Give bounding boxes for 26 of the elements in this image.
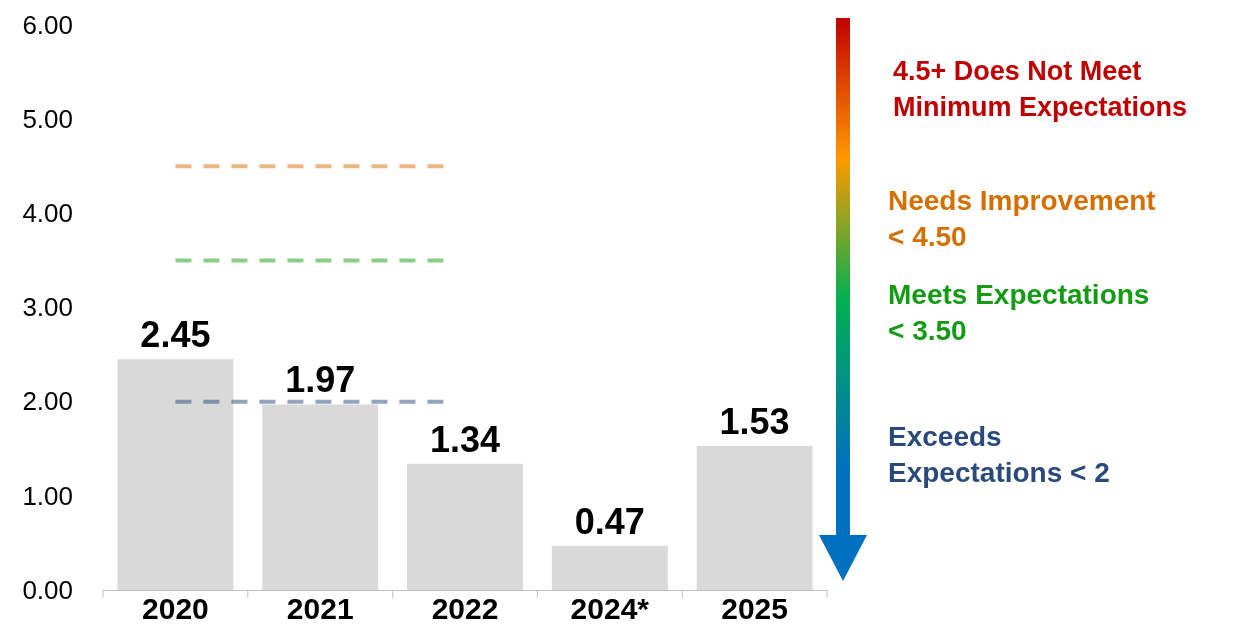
data-label: 2.45 <box>140 314 211 356</box>
text: 4.5+ Does Not Meet Minimum Expectations <box>893 56 1188 122</box>
y-tick-label: 6.00 <box>22 9 73 40</box>
bar <box>696 445 813 590</box>
x-tick-label: 2025 <box>721 592 788 626</box>
x-tick-label: 2022 <box>431 592 499 626</box>
y-tick-label: 5.00 <box>22 103 73 134</box>
bar <box>117 359 234 590</box>
x-tick-label: 2024* <box>570 592 650 626</box>
y-tick-label: 4.00 <box>22 198 73 229</box>
data-label: 1.97 <box>285 359 356 401</box>
y-tick-label: 0.00 <box>22 574 73 605</box>
data-label: 1.53 <box>719 400 790 442</box>
y-tick-label: 3.00 <box>22 292 73 323</box>
x-tick-label: 2021 <box>286 592 354 626</box>
ref-line-label: Meets Expectations < 3.50 <box>888 279 1150 347</box>
bar <box>407 463 523 590</box>
ref-line-label: Exceeds Expectations < 2 <box>888 420 1110 488</box>
bar <box>551 545 668 590</box>
x-tick-label: 2020 <box>142 592 209 626</box>
data-label: 1.34 <box>429 418 501 460</box>
bar <box>262 404 379 590</box>
y-tick-label: 2.00 <box>22 386 73 417</box>
data-label: 0.47 <box>574 500 645 542</box>
y-tick-label: 1.00 <box>22 480 73 511</box>
ref-line-label: Needs Improvement < 4.50 <box>888 185 1156 253</box>
